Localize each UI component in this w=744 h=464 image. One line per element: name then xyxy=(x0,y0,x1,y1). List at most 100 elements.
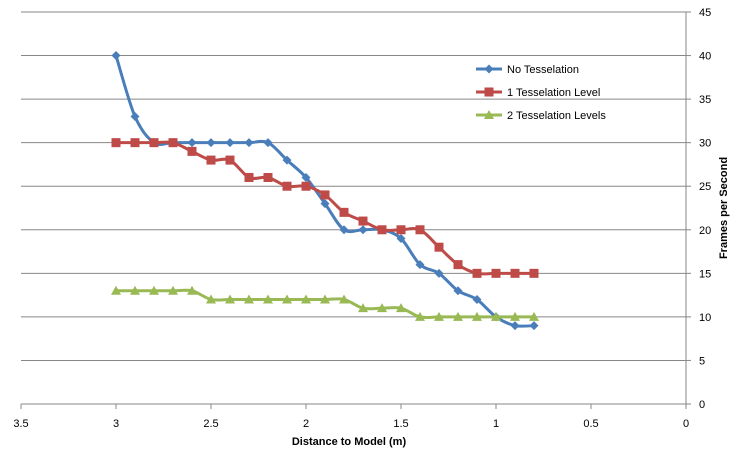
legend-marker-2 xyxy=(484,110,494,119)
data-point-0-5 xyxy=(206,138,216,148)
data-point-2-10 xyxy=(301,294,311,304)
series-line-2 xyxy=(115,288,534,320)
x-tick-label-5: 1 xyxy=(493,418,499,430)
data-point-0-19 xyxy=(472,294,482,304)
y-tick-label-7: 35 xyxy=(699,94,711,106)
data-point-0-13 xyxy=(358,225,368,235)
series-group xyxy=(111,51,539,331)
data-point-2-6 xyxy=(225,294,235,304)
data-point-1-22 xyxy=(529,268,539,278)
data-point-0-1 xyxy=(130,112,140,122)
data-point-2-3 xyxy=(168,285,178,295)
data-point-2-4 xyxy=(187,285,197,295)
data-point-1-17 xyxy=(434,242,444,252)
x-tick-label-1: 3 xyxy=(113,418,119,430)
gridlines xyxy=(21,11,686,361)
data-point-2-21 xyxy=(510,311,520,321)
legend-label-2: 2 Tesselation Levels xyxy=(507,110,606,122)
data-point-1-19 xyxy=(472,268,482,278)
data-point-1-7 xyxy=(244,173,254,183)
data-point-0-10 xyxy=(301,173,311,183)
data-point-2-19 xyxy=(472,311,482,321)
data-point-1-21 xyxy=(510,268,520,278)
data-point-2-13 xyxy=(358,303,368,313)
legend-label-1: 1 Tesselation Level xyxy=(507,87,600,99)
data-point-0-8 xyxy=(263,138,273,148)
x-axis-title: Distance to Model (m) xyxy=(292,436,407,448)
data-point-2-22 xyxy=(529,311,539,321)
data-point-0-21 xyxy=(510,321,520,331)
data-point-1-12 xyxy=(339,207,349,217)
data-point-1-20 xyxy=(491,268,501,278)
data-point-0-15 xyxy=(396,233,406,243)
y-tick-label-0: 0 xyxy=(699,399,705,411)
x-tick-label-7: 0 xyxy=(683,418,689,430)
data-point-1-14 xyxy=(377,225,387,235)
y-tick-labels: 0 5 10 15 20 25 30 35 40 45 xyxy=(699,7,711,411)
data-point-1-15 xyxy=(396,225,406,235)
data-point-2-20 xyxy=(491,311,501,321)
data-point-2-1 xyxy=(130,285,140,295)
data-point-0-12 xyxy=(339,225,349,235)
y-axis-title: Frames per Second xyxy=(718,157,730,259)
data-point-0-4 xyxy=(187,138,197,148)
data-point-1-13 xyxy=(358,216,368,226)
data-point-2-7 xyxy=(244,294,254,304)
axes xyxy=(20,11,691,409)
x-tick-label-2: 2.5 xyxy=(203,418,218,430)
y-tick-label-2: 10 xyxy=(699,312,711,324)
y-tick-label-6: 30 xyxy=(699,138,711,150)
data-point-2-17 xyxy=(434,311,444,321)
data-point-1-5 xyxy=(206,155,216,165)
y-tick-label-9: 45 xyxy=(699,7,711,19)
data-point-2-2 xyxy=(149,285,159,295)
y-tick-label-5: 25 xyxy=(699,181,711,193)
data-point-0-6 xyxy=(225,138,235,148)
data-point-0-16 xyxy=(415,260,425,270)
legend-label-0: No Tesselation xyxy=(507,64,579,76)
data-point-2-8 xyxy=(263,294,273,304)
y-tick-label-4: 20 xyxy=(699,225,711,237)
x-tick-label-6: 0.5 xyxy=(583,418,598,430)
data-point-2-11 xyxy=(320,294,330,304)
x-tick-labels: 3.5 3 2.5 2 1.5 1 0.5 0 xyxy=(13,418,689,430)
data-point-0-11 xyxy=(320,199,330,209)
data-point-2-9 xyxy=(282,294,292,304)
data-point-0-0 xyxy=(111,51,121,61)
data-point-1-10 xyxy=(301,181,311,191)
data-point-1-4 xyxy=(187,146,197,156)
data-point-0-18 xyxy=(453,286,463,296)
data-point-1-1 xyxy=(130,138,140,148)
y-tick-label-3: 15 xyxy=(699,268,711,280)
data-point-1-16 xyxy=(415,225,425,235)
data-point-1-11 xyxy=(320,190,330,200)
legend-marker-0 xyxy=(484,64,494,74)
legend-marker-1 xyxy=(484,87,494,97)
series-0 xyxy=(111,51,539,331)
legend: No Tesselation 1 Tesselation Level 2 Tesse… xyxy=(476,64,606,122)
data-point-2-15 xyxy=(396,303,406,313)
data-point-0-22 xyxy=(529,321,539,331)
data-point-1-9 xyxy=(282,181,292,191)
series-1 xyxy=(111,138,539,278)
data-point-2-16 xyxy=(415,311,425,321)
data-point-0-7 xyxy=(244,138,254,148)
y-tick-label-1: 5 xyxy=(699,355,705,367)
data-point-2-12 xyxy=(339,294,349,304)
data-point-1-18 xyxy=(453,260,463,270)
y-tick-label-8: 40 xyxy=(699,51,711,63)
x-tick-label-0: 3.5 xyxy=(13,418,28,430)
data-point-1-2 xyxy=(149,138,159,148)
data-point-0-17 xyxy=(434,268,444,278)
data-point-2-18 xyxy=(453,311,463,321)
series-2 xyxy=(111,285,539,321)
x-tick-label-3: 2 xyxy=(303,418,309,430)
data-point-1-3 xyxy=(168,138,178,148)
data-point-1-6 xyxy=(225,155,235,165)
data-point-1-8 xyxy=(263,173,273,183)
data-point-2-14 xyxy=(377,303,387,313)
data-point-2-5 xyxy=(206,294,216,304)
data-point-2-0 xyxy=(111,285,121,295)
data-point-1-0 xyxy=(111,138,121,148)
